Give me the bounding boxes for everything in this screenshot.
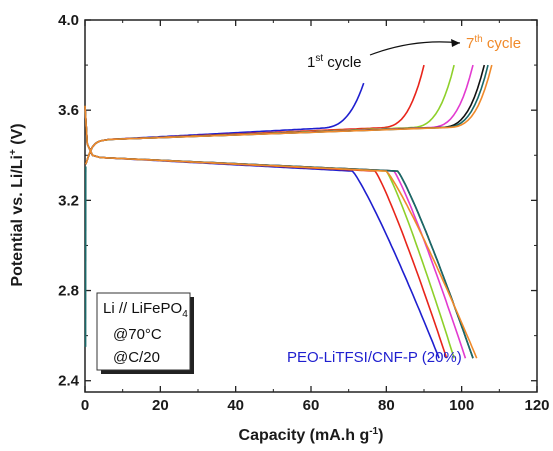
y-tick-label: 2.4 bbox=[58, 373, 80, 390]
discharge-curve-cycle-7 bbox=[84, 105, 478, 359]
charge-curve-cycle-7 bbox=[85, 64, 493, 165]
x-tick-label: 100 bbox=[449, 397, 474, 414]
info-box bbox=[96, 292, 191, 371]
y-tick-label: 3.6 bbox=[58, 102, 79, 119]
x-tick-label: 20 bbox=[152, 397, 169, 414]
rate-label: @C/20 bbox=[113, 349, 160, 366]
x-tick-label: 120 bbox=[524, 397, 549, 414]
x-tick-label: 0 bbox=[81, 397, 89, 414]
charge-curve-cycle-1 bbox=[85, 82, 365, 165]
electrolyte-label: PEO-LiTFSI/CNF-P (20%) bbox=[287, 349, 462, 366]
temperature-label: @70°C bbox=[113, 326, 162, 343]
x-tick-label: 40 bbox=[227, 397, 244, 414]
cycle-arrow bbox=[369, 41, 461, 56]
x-tick-label: 80 bbox=[378, 397, 395, 414]
charge-curve-cycle-3 bbox=[85, 64, 455, 165]
x-tick-label: 60 bbox=[303, 397, 320, 414]
seventh-cycle-label: 7th cycle bbox=[466, 34, 521, 52]
charge-curve-cycle-4 bbox=[85, 64, 474, 165]
y-tick-label: 3.2 bbox=[58, 192, 79, 209]
cell-label: Li // LiFePO4 bbox=[103, 300, 188, 320]
cycle-arrow-head bbox=[451, 39, 460, 47]
y-axis-title: Potential vs. Li/Li+ (V) bbox=[8, 123, 26, 286]
charge-curve-cycle-6 bbox=[85, 64, 489, 165]
charge-curve-cycle-5 bbox=[85, 64, 486, 165]
x-axis-title: Capacity (mA.h g-1) bbox=[239, 426, 384, 444]
series-group bbox=[84, 64, 493, 359]
first-cycle-label: 1st cycle bbox=[307, 53, 361, 71]
y-tick-label: 2.8 bbox=[58, 283, 79, 300]
axes: 0 20 40 60 80 100 120 2.4 2.8 3.2 3.6 4.0 bbox=[58, 12, 549, 414]
y-tick-label: 4.0 bbox=[58, 12, 79, 29]
charge-curve-cycle-2 bbox=[85, 64, 425, 165]
